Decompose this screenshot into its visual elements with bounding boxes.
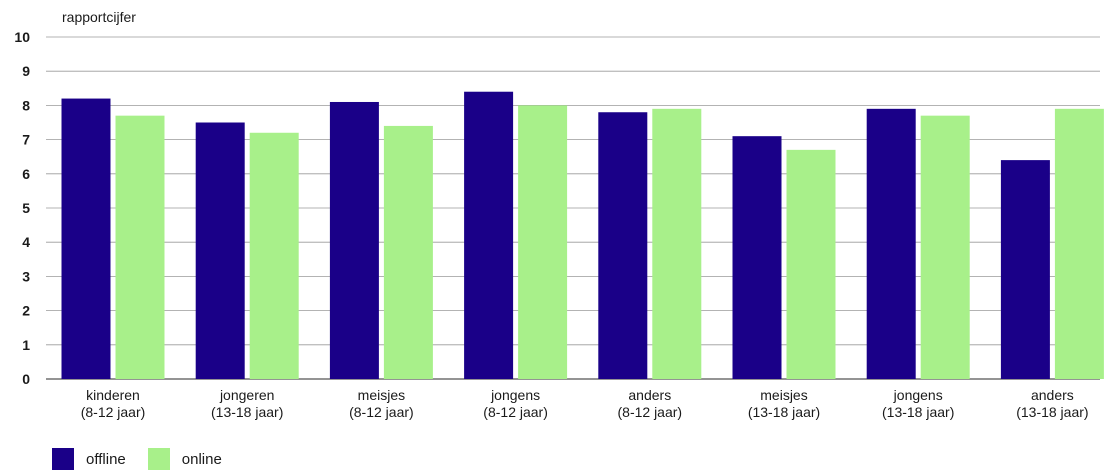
x-tick-label: (13-18 jaar) bbox=[211, 404, 283, 420]
x-tick-label: (8-12 jaar) bbox=[618, 404, 683, 420]
bar-online bbox=[518, 105, 568, 380]
bar-offline bbox=[61, 98, 111, 379]
y-tick-label: 6 bbox=[22, 166, 30, 182]
y-tick-label: 1 bbox=[22, 337, 30, 353]
legend-swatch-offline bbox=[52, 448, 74, 470]
bar-online bbox=[920, 115, 970, 379]
bar-online bbox=[1054, 108, 1104, 379]
legend-label-online: online bbox=[181, 450, 222, 468]
x-tick-label: (13-18 jaar) bbox=[748, 404, 820, 420]
x-tick-label: jongens bbox=[490, 387, 540, 403]
x-tick-label: jongeren bbox=[219, 387, 275, 403]
x-tick-label: (13-18 jaar) bbox=[882, 404, 954, 420]
bar-online bbox=[383, 125, 433, 379]
bar-offline bbox=[464, 91, 514, 379]
y-axis-ticks: 0 1 2 3 4 5 6 7 8 9 10 bbox=[14, 29, 30, 387]
x-tick-label: meisjes bbox=[358, 387, 405, 403]
legend: offline online bbox=[52, 448, 234, 470]
y-tick-label: 9 bbox=[22, 63, 30, 79]
bar-offline bbox=[598, 112, 648, 380]
bar-offline bbox=[732, 136, 782, 379]
x-tick-label: (8-12 jaar) bbox=[81, 404, 146, 420]
y-tick-label: 3 bbox=[22, 268, 30, 284]
legend-item-offline: offline bbox=[52, 448, 126, 470]
x-tick-label: (13-18 jaar) bbox=[1016, 404, 1088, 420]
legend-label-offline: offline bbox=[86, 450, 126, 468]
x-tick-label: (8-12 jaar) bbox=[483, 404, 548, 420]
bar-offline bbox=[1000, 160, 1050, 379]
x-tick-label: (8-12 jaar) bbox=[349, 404, 414, 420]
bar-online bbox=[652, 108, 702, 379]
x-tick-label: jongens bbox=[893, 387, 943, 403]
bar-online bbox=[115, 115, 165, 379]
y-tick-label: 4 bbox=[22, 234, 30, 250]
y-tick-label: 2 bbox=[22, 303, 30, 319]
legend-swatch-online bbox=[147, 448, 170, 470]
bars bbox=[61, 91, 1104, 380]
bar-offline bbox=[866, 108, 916, 379]
bar-online bbox=[249, 132, 299, 379]
x-axis-ticks: kinderen(8-12 jaar)jongeren(13-18 jaar)m… bbox=[81, 387, 1089, 420]
x-tick-label: kinderen bbox=[86, 387, 140, 403]
x-tick-label: meisjes bbox=[760, 387, 807, 403]
y-tick-label: 8 bbox=[22, 97, 30, 113]
y-tick-label: 0 bbox=[22, 371, 30, 387]
x-tick-label: anders bbox=[628, 387, 671, 403]
x-tick-label: anders bbox=[1031, 387, 1074, 403]
legend-item-online: online bbox=[147, 448, 222, 470]
y-tick-label: 7 bbox=[22, 132, 30, 148]
bar-offline bbox=[329, 101, 379, 379]
y-tick-label: 5 bbox=[22, 200, 30, 216]
y-tick-label: 10 bbox=[14, 29, 30, 45]
bar-online bbox=[786, 149, 836, 379]
y-axis-label: rapportcijfer bbox=[62, 9, 136, 25]
bar-offline bbox=[195, 122, 245, 379]
